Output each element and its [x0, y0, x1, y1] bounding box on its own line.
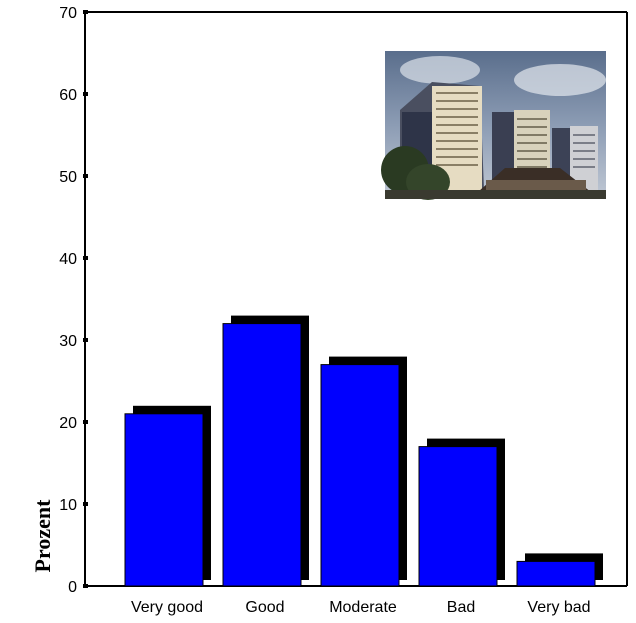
y-tick-mark: [83, 502, 88, 506]
bar-very-good: [124, 413, 204, 587]
y-tick-mark: [83, 338, 88, 342]
y-tick-label: 10: [59, 497, 77, 514]
y-tick-label: 40: [59, 251, 77, 268]
y-tick-label: 0: [68, 579, 77, 596]
y-tick-mark: [83, 420, 88, 424]
y-ticks: 0 10 20 30 40 50 60 70: [59, 5, 88, 596]
y-tick-mark: [83, 92, 88, 96]
y-axis-title: Prozent: [30, 499, 55, 573]
y-tick-label: 50: [59, 169, 77, 186]
x-category-label: Very good: [131, 599, 203, 616]
y-tick-label: 30: [59, 333, 77, 350]
category-labels: Very good Good Moderate Bad Very bad: [131, 599, 591, 616]
x-category-label: Bad: [447, 599, 475, 616]
y-tick-mark: [83, 10, 88, 14]
bar-moderate: [320, 364, 400, 587]
y-tick-mark: [83, 256, 88, 260]
apartment-buildings-photo: [381, 51, 606, 200]
bar-very-bad: [516, 560, 596, 587]
x-category-label: Moderate: [329, 599, 397, 616]
y-tick-mark: [83, 174, 88, 178]
y-tick-label: 70: [59, 5, 77, 22]
bars: [124, 315, 603, 587]
y-tick-mark: [83, 584, 88, 588]
x-category-label: Very bad: [527, 599, 590, 616]
x-category-label: Good: [245, 599, 284, 616]
bar-good: [222, 323, 302, 587]
bar-bad: [418, 446, 498, 587]
y-tick-label: 60: [59, 87, 77, 104]
y-tick-label: 20: [59, 415, 77, 432]
